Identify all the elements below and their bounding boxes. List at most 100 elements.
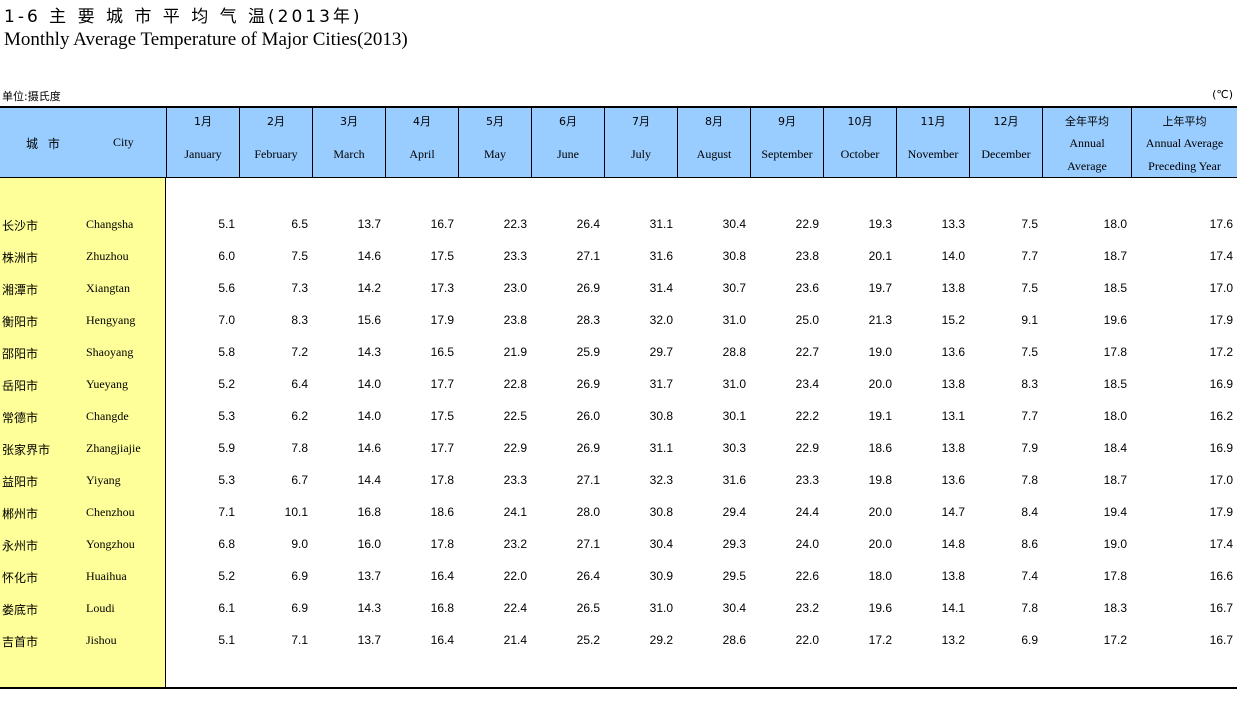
month-value: 25.2 <box>576 633 600 647</box>
month-value: 8.3 <box>1021 377 1038 391</box>
preceding-year-value: 17.4 <box>1209 249 1233 263</box>
city-name-en: Zhangjiajie <box>86 441 141 455</box>
annual-average-value: 17.8 <box>1103 569 1127 583</box>
month-value: 14.2 <box>357 281 381 295</box>
month-value: 9.1 <box>1021 313 1038 327</box>
header-month-en: October <box>840 147 880 161</box>
city-name-cn: 岳阳市 <box>2 379 39 393</box>
month-value: 8.6 <box>1021 537 1038 551</box>
month-value: 7.5 <box>1021 217 1038 231</box>
preceding-year-value: 17.4 <box>1209 537 1233 551</box>
city-name-cn: 张家界市 <box>2 443 51 457</box>
table-bottom-rule <box>0 687 1237 689</box>
month-value: 13.7 <box>357 217 381 231</box>
month-value: 20.0 <box>868 505 892 519</box>
month-value: 17.2 <box>868 633 892 647</box>
table-row: 郴州市 Chenzhou 7.1 10.1 16.8 18.6 24.1 28.0 30.8 29… <box>0 503 1237 523</box>
month-value: 22.0 <box>795 633 819 647</box>
header-month-11: 11月 November <box>896 108 969 177</box>
month-value: 26.5 <box>576 601 600 615</box>
header-month-en: November <box>907 147 959 161</box>
month-value: 23.2 <box>503 537 527 551</box>
month-value: 6.9 <box>291 569 308 583</box>
month-value: 17.5 <box>430 409 454 423</box>
month-value: 31.0 <box>722 377 746 391</box>
month-value: 30.4 <box>722 601 746 615</box>
city-name-en: Changsha <box>86 217 134 231</box>
month-value: 5.1 <box>218 633 235 647</box>
preceding-year-value: 16.2 <box>1209 409 1233 423</box>
month-value: 23.3 <box>503 249 527 263</box>
month-value: 5.8 <box>218 345 235 359</box>
month-value: 20.0 <box>868 537 892 551</box>
header-month-cn: 8月 <box>705 115 723 128</box>
month-value: 16.7 <box>430 217 454 231</box>
month-value: 25.9 <box>576 345 600 359</box>
preceding-year-value: 17.9 <box>1209 313 1233 327</box>
city-name-cn: 益阳市 <box>2 475 39 489</box>
header-month-2: 2月 February <box>239 108 312 177</box>
month-value: 13.1 <box>941 409 965 423</box>
table-row: 永州市 Yongzhou 6.8 9.0 16.0 17.8 23.2 27.1 30.4 29.… <box>0 535 1237 555</box>
month-value: 7.1 <box>291 633 308 647</box>
preceding-year-value: 17.0 <box>1209 473 1233 487</box>
month-value: 23.0 <box>503 281 527 295</box>
month-value: 28.3 <box>576 313 600 327</box>
preceding-year-value: 16.7 <box>1209 633 1233 647</box>
month-value: 14.0 <box>357 377 381 391</box>
table-row: 长沙市 Changsha 5.1 6.5 13.7 16.7 22.3 26.4 31.1 30.… <box>0 215 1237 235</box>
month-value: 13.8 <box>941 377 965 391</box>
header-month-4: 4月 April <box>385 108 458 177</box>
month-value: 7.4 <box>1021 569 1038 583</box>
month-value: 7.5 <box>1021 345 1038 359</box>
header-month-en: April <box>409 147 435 161</box>
city-name-cn: 长沙市 <box>2 219 39 233</box>
month-value: 7.5 <box>291 249 308 263</box>
header-preceding-cn: 上年平均 <box>1162 115 1207 128</box>
annual-average-value: 19.6 <box>1103 313 1127 327</box>
table-row: 常德市 Changde 5.3 6.2 14.0 17.5 22.5 26.0 30.8 30.1… <box>0 407 1237 427</box>
table-row: 娄底市 Loudi 6.1 6.9 14.3 16.8 22.4 26.5 31.0 30.4 23… <box>0 599 1237 619</box>
month-value: 7.7 <box>1021 409 1038 423</box>
month-value: 7.8 <box>291 441 308 455</box>
month-value: 16.8 <box>357 505 381 519</box>
header-month-3: 3月 March <box>312 108 385 177</box>
table-row: 吉首市 Jishou 5.1 7.1 13.7 16.4 21.4 25.2 29.2 28.6 2… <box>0 631 1237 651</box>
annual-average-value: 18.7 <box>1103 473 1127 487</box>
month-value: 13.6 <box>941 473 965 487</box>
month-value: 29.7 <box>649 345 673 359</box>
month-value: 17.5 <box>430 249 454 263</box>
header-month-cn: 9月 <box>778 115 796 128</box>
annual-average-value: 17.2 <box>1103 633 1127 647</box>
header-month-9: 9月 September <box>750 108 823 177</box>
month-value: 7.2 <box>291 345 308 359</box>
header-month-cn: 2月 <box>267 115 285 128</box>
month-value: 23.4 <box>795 377 819 391</box>
month-value: 14.3 <box>357 345 381 359</box>
header-month-cn: 1月 <box>194 115 212 128</box>
month-value: 24.1 <box>503 505 527 519</box>
month-value: 16.4 <box>430 633 454 647</box>
city-name-en: Jishou <box>86 633 117 647</box>
header-month-6: 6月 June <box>531 108 604 177</box>
month-value: 29.5 <box>722 569 746 583</box>
month-value: 20.0 <box>868 377 892 391</box>
month-value: 6.8 <box>218 537 235 551</box>
month-value: 26.9 <box>576 281 600 295</box>
month-value: 7.5 <box>1021 281 1038 295</box>
month-value: 27.1 <box>576 537 600 551</box>
month-value: 22.8 <box>503 377 527 391</box>
month-value: 21.4 <box>503 633 527 647</box>
month-value: 13.2 <box>941 633 965 647</box>
month-value: 23.3 <box>795 473 819 487</box>
table-top-rule <box>0 106 1237 108</box>
month-value: 7.9 <box>1021 441 1038 455</box>
month-value: 5.1 <box>218 217 235 231</box>
annual-average-value: 18.7 <box>1103 249 1127 263</box>
month-value: 18.0 <box>868 569 892 583</box>
annual-average-value: 19.4 <box>1103 505 1127 519</box>
month-value: 7.3 <box>291 281 308 295</box>
month-value: 22.3 <box>503 217 527 231</box>
city-column-divider <box>165 178 166 687</box>
month-value: 8.3 <box>291 313 308 327</box>
